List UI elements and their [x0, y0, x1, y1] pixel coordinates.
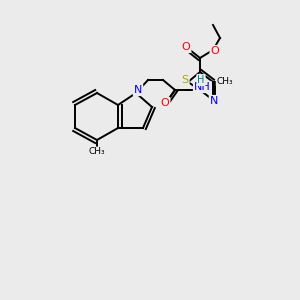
Text: O: O	[182, 42, 190, 52]
Text: CH₃: CH₃	[89, 148, 105, 157]
Text: CH₃: CH₃	[217, 76, 233, 85]
Text: NH: NH	[194, 82, 211, 92]
Text: N: N	[210, 96, 218, 106]
Text: S: S	[182, 75, 189, 85]
Text: O: O	[211, 46, 219, 56]
Text: H: H	[197, 75, 205, 85]
Text: N: N	[134, 85, 142, 95]
Text: O: O	[160, 98, 169, 108]
